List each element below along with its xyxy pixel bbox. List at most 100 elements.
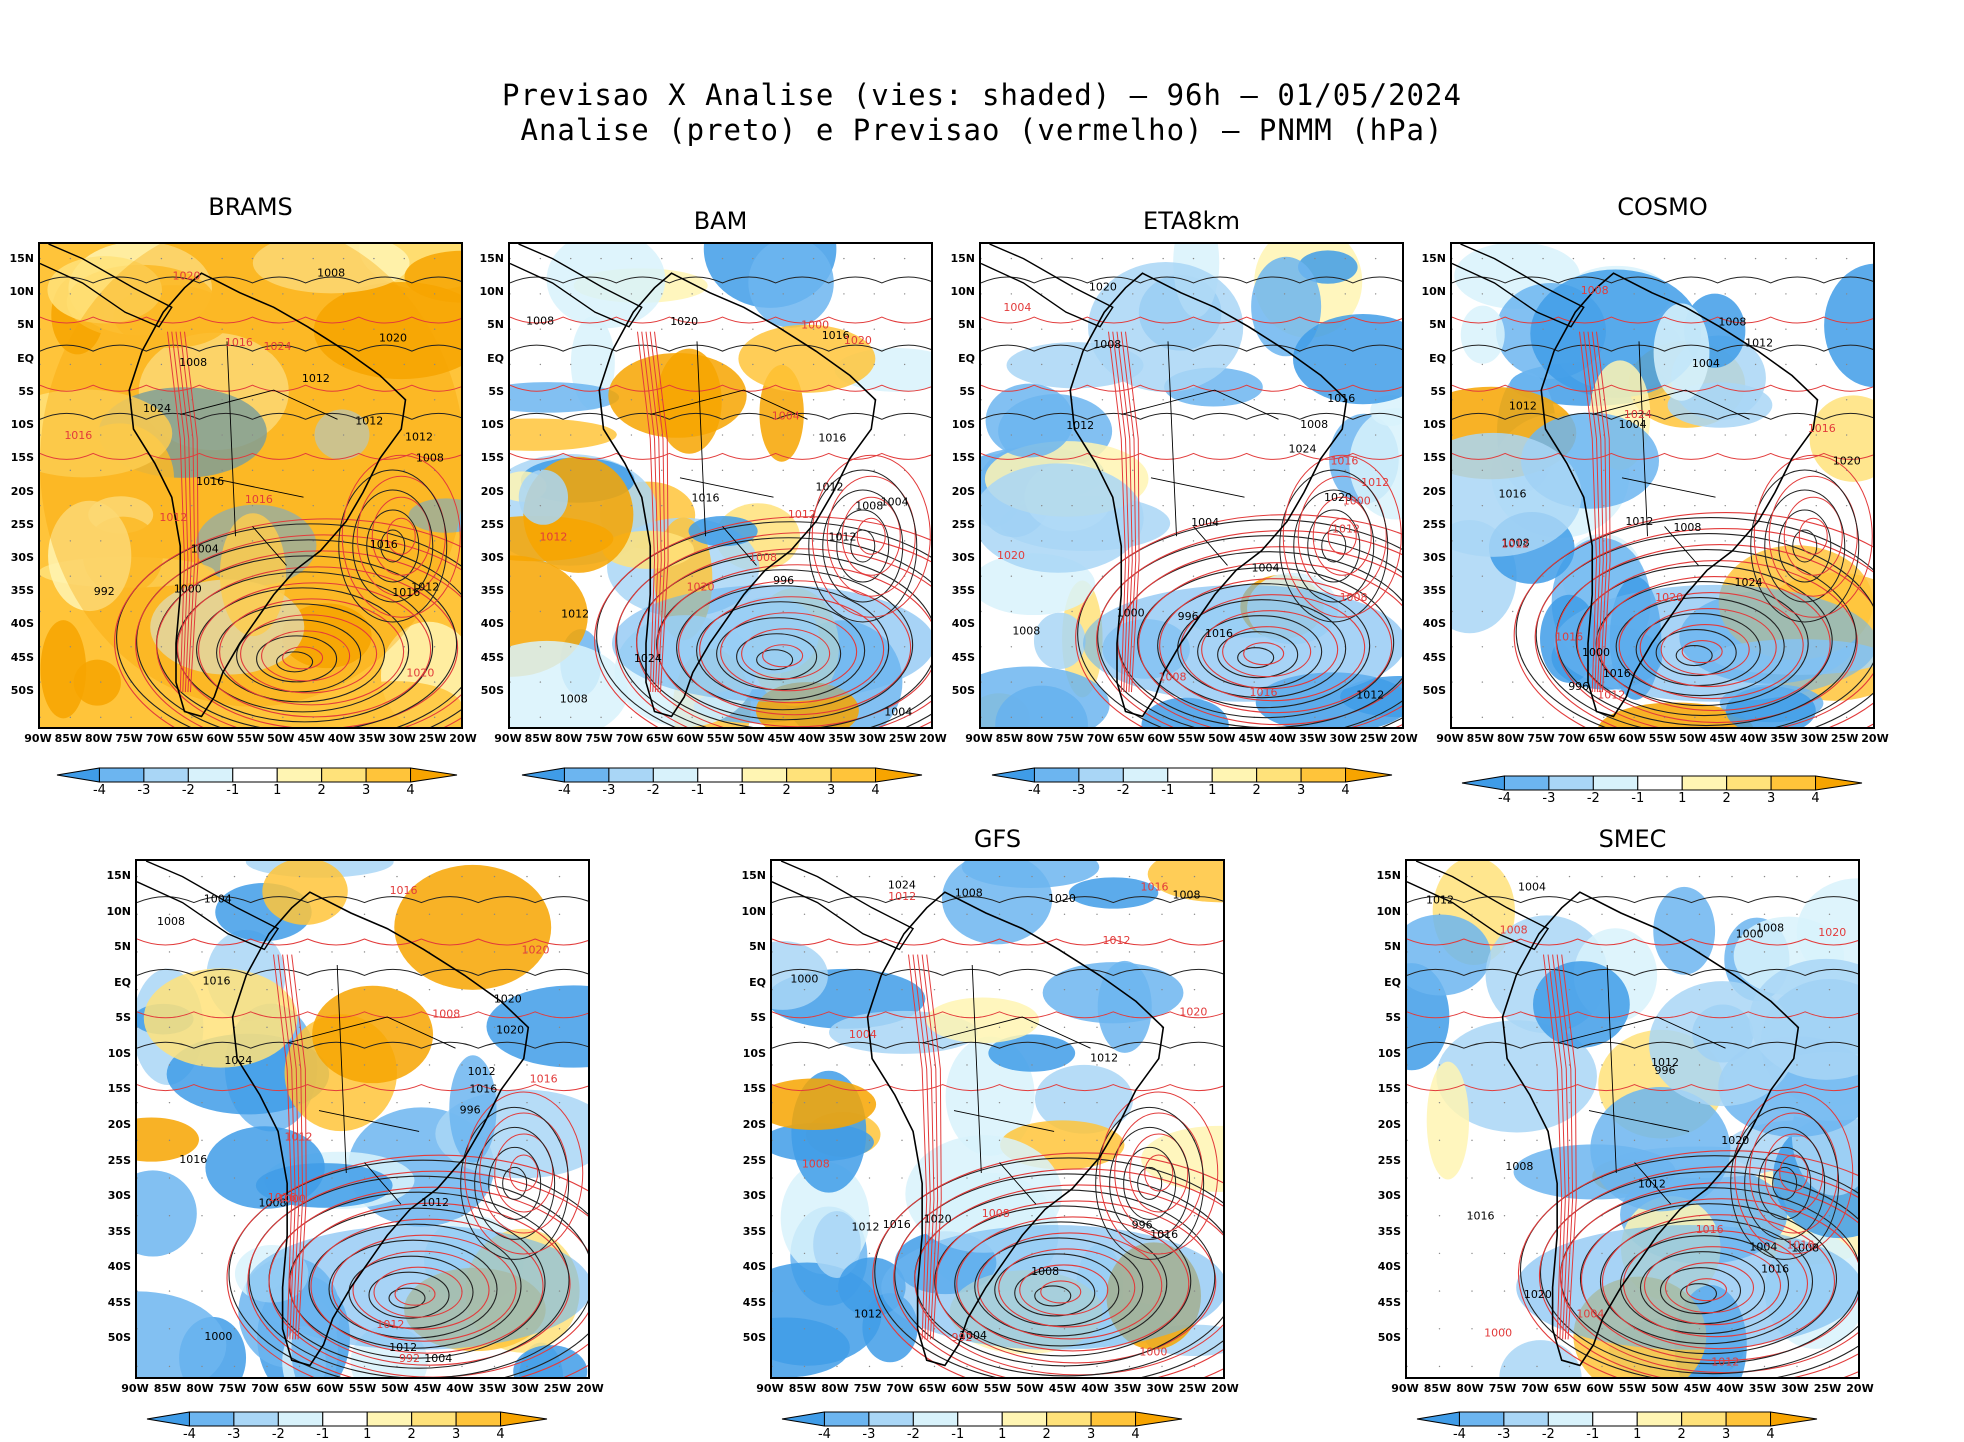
contour-label-analysis: 1012 [1651,1056,1679,1069]
contour-label-analysis: 1012 [405,431,433,444]
contour-label-analysis: 1000 [1736,927,1764,940]
isobar-analysis [974,1237,1144,1337]
colorbar-swatch [697,767,743,783]
lon-tick-label: 35W [1299,732,1327,745]
colorbar-tick-label: -2 [181,783,195,798]
colorbar [1461,775,1863,791]
isobar-analysis [696,601,866,701]
bias-patch [1499,1340,1582,1377]
isobar-analysis [1034,1285,1072,1307]
colorbar-swatch [1726,775,1772,791]
colorbar-swatch [98,767,145,783]
contour-label-analysis: 1012 [829,530,857,543]
colorbar-swatch [608,767,654,783]
bias-patch [1068,877,1159,909]
contour-label-analysis: 1016 [818,431,846,444]
isobar-analysis [256,635,338,683]
isobar-analysis [1137,567,1395,719]
isobar-forecast [1576,559,1858,724]
isobar-forecast [1597,575,1831,712]
isobar-forecast [1643,1246,1782,1326]
lat-tick-label: 10S [1377,1046,1401,1060]
contour-label-analysis: 1020 [496,1023,524,1036]
bias-patch [813,1211,861,1278]
lat-tick-label: 35S [480,584,504,598]
isobar-forecast [1559,1182,1858,1374]
lon-tick-label: 35W [1770,732,1798,745]
lat-tick-label: 5N [17,318,34,332]
bias-patch [40,244,461,707]
colorbar-tick-label: -1 [316,1427,330,1442]
lat-tick-label: 5N [958,318,975,332]
lon-tick-label: 30W [1329,732,1357,745]
lon-tick-label: 50W [1651,1382,1679,1395]
lon-tick-label: 20W [919,732,947,745]
bias-field: 1016101210081012101610081004101210201000… [772,861,1223,1377]
colorbar-swatch [875,767,923,783]
contour-label-forecast: 1016 [1555,631,1583,644]
lon-tick-label: 50W [267,732,295,745]
contour-label-analysis: 1012 [1638,1178,1666,1191]
map-frame: 1016 1012 1008 1012 1016 1008 1004 1012 1020 1000… [770,859,1225,1379]
contour-label-analysis: 1000 [1582,646,1610,659]
lon-tick-label: 45W [1683,1382,1712,1395]
isobar-analysis [676,585,890,711]
contour-label-analysis: 1012 [468,1065,496,1078]
lon-tick-label: 70W [1521,1382,1549,1395]
contour-label-forecast: 1012 [788,508,816,521]
lon-tick-label: 55W [348,1382,377,1395]
colorbar-swatch [1033,767,1080,783]
isobar-analysis [248,1175,588,1377]
bias-patch [1554,584,1873,702]
lat-tick-label: 10S [10,418,34,432]
colorbar-tick-label: -4 [1452,1427,1466,1442]
lat-tick-label: 25S [107,1153,131,1167]
isobar-analysis [308,1223,522,1349]
lat-tick-label: 45S [1422,650,1446,664]
contour-label-analysis: 1008 [1300,418,1328,431]
isobar-forecast [1513,512,1873,727]
isobar-forecast [741,628,831,680]
contour-label-analysis: 1020 [379,331,407,344]
contour-label-analysis: 1000 [174,583,202,596]
lat-tick-label: 5N [487,318,504,332]
lon-tick-label: 75W [218,1382,247,1395]
contour-label-analysis: 1012 [854,1307,882,1320]
colorbar-swatch [277,1411,324,1427]
colorbar [521,767,923,783]
isobar-forecast [1580,1198,1858,1362]
panel-title: SMEC [1598,825,1667,853]
contour-label-analysis: 1024 [1734,576,1762,589]
contour-label-analysis: 1008 [526,314,554,327]
bias-patch [48,500,132,612]
colorbar-tick-label: -2 [1586,791,1600,806]
lat-tick-label: 20S [480,484,504,498]
colorbar-swatch [1461,775,1505,791]
isobar-analysis [1197,615,1323,689]
bias-patch [262,861,348,925]
colorbar-swatch [146,1411,190,1427]
colorbar-swatch [1416,1411,1460,1427]
colorbar-tick-label: -1 [951,1427,965,1442]
lon-tick-label: 75W [853,1382,882,1395]
bias-patch [772,1078,877,1131]
lat-tick-label: 15N [479,252,504,265]
isobar-analysis [1659,1267,1742,1315]
isobar-analysis [1615,596,1785,697]
bias-patch [738,324,876,393]
lon-tick-label: 60W [316,1382,344,1395]
lat-tick-label: 15N [106,869,131,882]
isobar-analysis [216,603,386,703]
lon-tick-label: 70W [1557,732,1586,745]
lon-tick-label: 65W [1553,1382,1582,1395]
colorbar-tick-label: 1 [1678,791,1687,806]
lat-tick-label: 15N [9,252,34,265]
bias-field: 1012 1008 1012 1008 1004 1012 1016 1020 1008 1004… [1407,861,1858,1377]
isobar-forecast [762,644,804,668]
colorbar-swatch [652,767,699,783]
lat-tick-label: 20S [1377,1118,1401,1131]
lat-tick-label: 35S [742,1224,766,1238]
isobar-analysis [1157,583,1371,709]
contour-label-analysis: 1016 [1150,1228,1178,1241]
lat-tick-label: 30S [742,1189,766,1203]
